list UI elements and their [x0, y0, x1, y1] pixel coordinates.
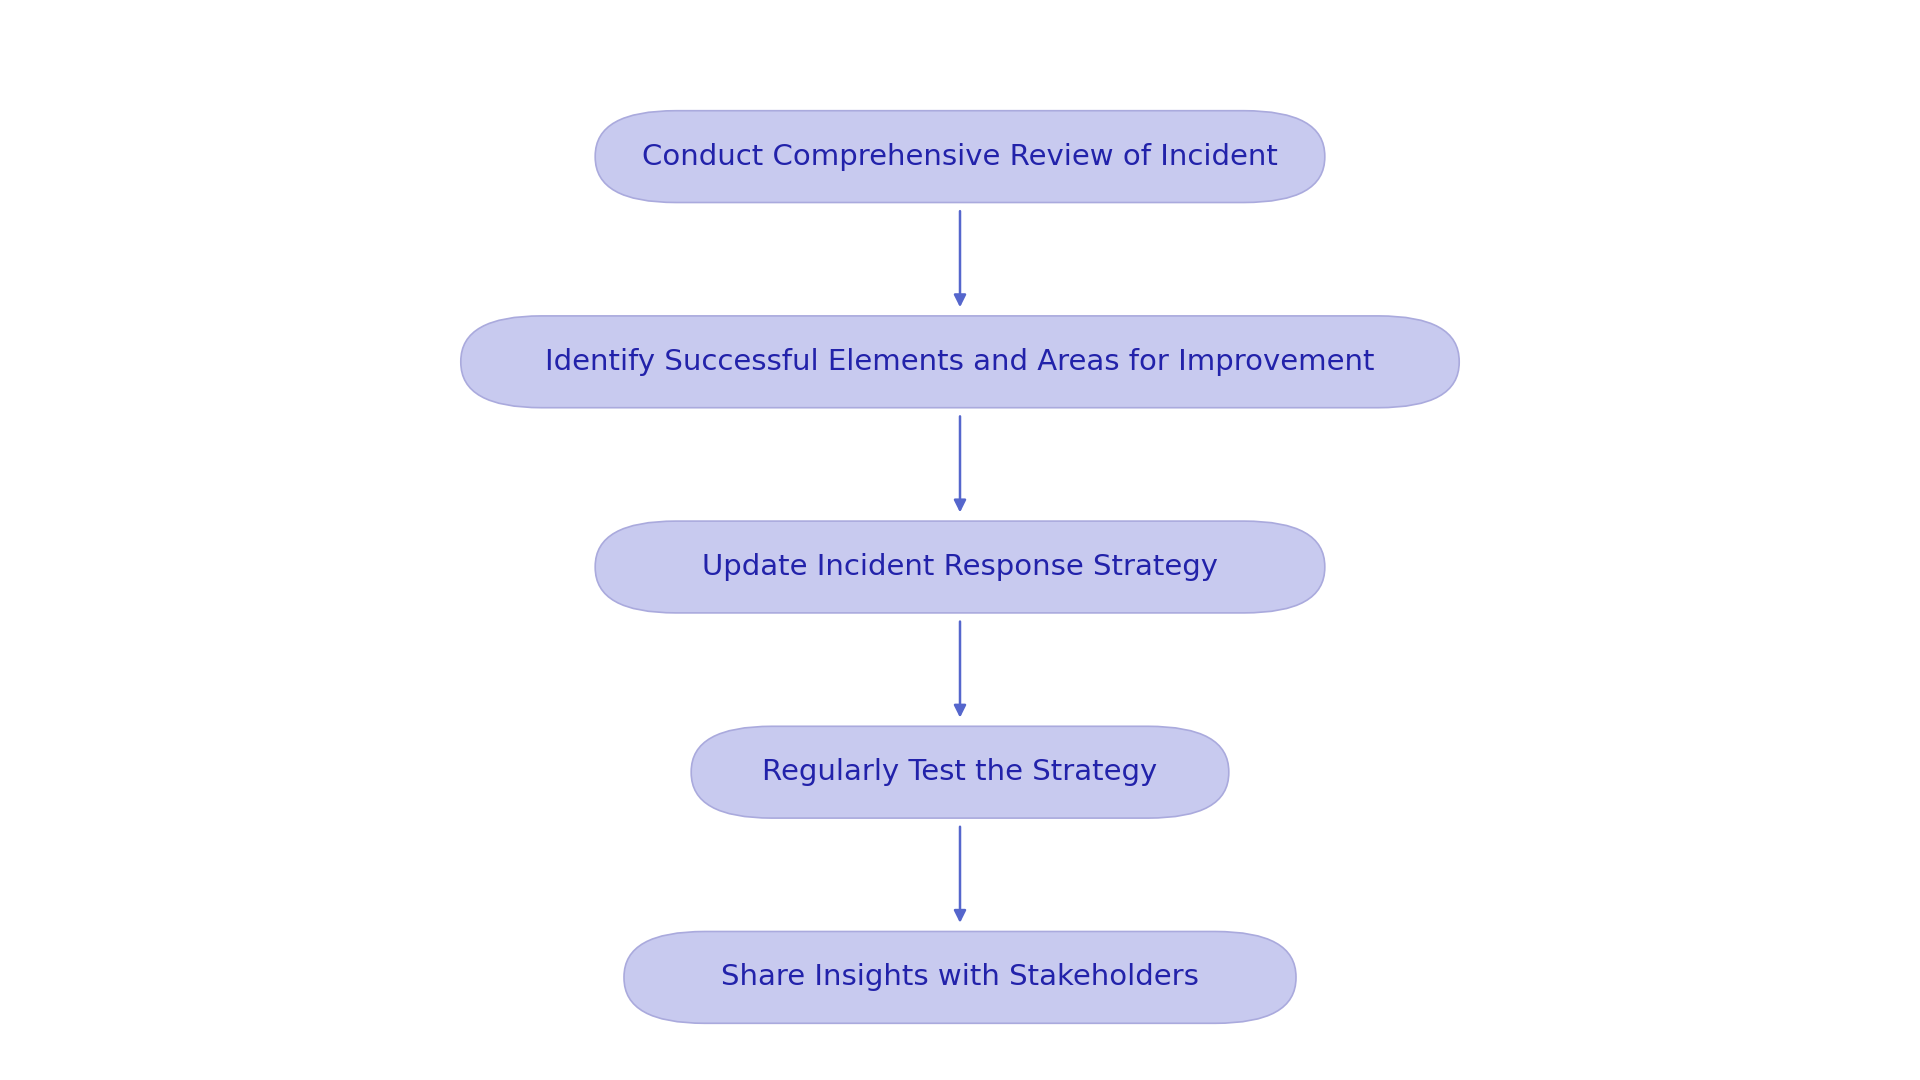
- Text: Update Incident Response Strategy: Update Incident Response Strategy: [703, 553, 1217, 581]
- Text: Conduct Comprehensive Review of Incident: Conduct Comprehensive Review of Incident: [641, 143, 1279, 171]
- Text: Share Insights with Stakeholders: Share Insights with Stakeholders: [722, 963, 1198, 991]
- FancyBboxPatch shape: [461, 315, 1459, 407]
- FancyBboxPatch shape: [691, 727, 1229, 819]
- FancyBboxPatch shape: [624, 931, 1296, 1024]
- Text: Identify Successful Elements and Areas for Improvement: Identify Successful Elements and Areas f…: [545, 348, 1375, 376]
- Text: Regularly Test the Strategy: Regularly Test the Strategy: [762, 758, 1158, 786]
- FancyBboxPatch shape: [595, 111, 1325, 203]
- FancyBboxPatch shape: [595, 522, 1325, 612]
